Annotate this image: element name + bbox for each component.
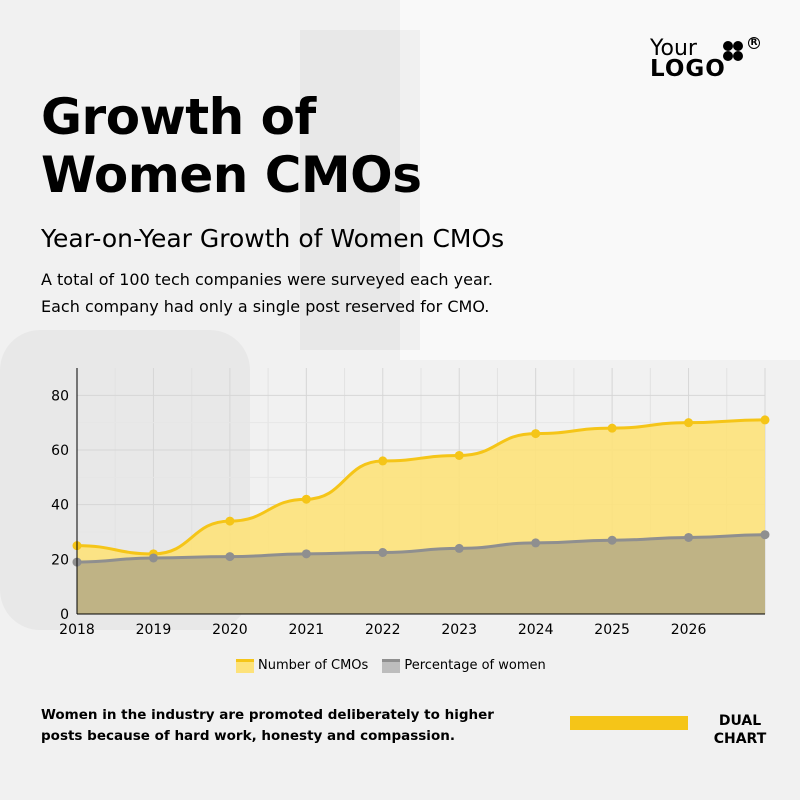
y-tick-label: 0 (60, 607, 69, 623)
data-point-percentage (301, 549, 311, 559)
description-line1: A total of 100 tech companies were surve… (41, 270, 493, 289)
x-tick-label: 2023 (441, 622, 477, 638)
logo: Your LOGO R (650, 36, 760, 82)
footer-accent-bar (570, 716, 688, 730)
description-line2: Each company had only a single post rese… (41, 297, 490, 316)
logo-line1: Your (650, 36, 697, 61)
chart-legend: Number of CMOs Percentage of women (236, 658, 546, 673)
x-tick-label: 2026 (671, 622, 707, 638)
y-tick-label: 60 (51, 443, 69, 459)
data-point-cmos (684, 418, 694, 428)
data-point-cmos (301, 494, 311, 504)
data-point-percentage (607, 535, 617, 545)
data-point-percentage (684, 532, 694, 542)
legend-item-percentage[interactable]: Percentage of women (382, 658, 546, 673)
data-point-cmos (531, 429, 541, 439)
data-point-percentage (454, 543, 464, 553)
x-tick-label: 2022 (365, 622, 401, 638)
legend-swatch-percentage (382, 658, 401, 673)
page-title: Growth of Women CMOs (41, 88, 422, 204)
legend-swatch-cmos (236, 658, 254, 673)
series-line-cmos (76, 418, 766, 556)
data-point-cmos (378, 456, 388, 466)
legend-label-cmos: Number of CMOs (258, 658, 369, 673)
registered-mark: R (748, 37, 760, 49)
data-point-percentage (378, 548, 388, 557)
x-tick-label: 2024 (518, 622, 554, 638)
x-tick-label: 2018 (59, 622, 95, 638)
y-tick-label: 20 (51, 552, 69, 568)
title-line2: Women CMOs (41, 146, 422, 204)
data-point-percentage (531, 538, 541, 548)
data-point-cmos (454, 450, 464, 460)
footer-tag-line2: CHART (713, 731, 767, 747)
x-tick-label: 2021 (289, 622, 325, 638)
area-chart: 0 20 40 60 80 2018 2019 2020 2021 2022 2023 2024 202… (51, 368, 770, 638)
data-point-percentage (148, 553, 158, 563)
logo-mark-icon (723, 41, 743, 61)
data-point-cmos (225, 516, 235, 526)
y-tick-label: 80 (51, 388, 69, 404)
footer-tag: DUAL CHART (700, 712, 780, 748)
data-point-cmos (607, 423, 617, 433)
title-line1: Growth of (41, 88, 316, 146)
data-point-cmos (760, 415, 770, 425)
series-area-percentage (77, 534, 765, 614)
chart-description: A total of 100 tech companies were surve… (41, 266, 493, 320)
footer-tag-line1: DUAL (718, 713, 762, 729)
background-panel (400, 0, 800, 360)
x-tick-label: 2025 (594, 622, 630, 638)
y-tick-label: 40 (51, 498, 69, 514)
footer-note: Women in the industry are promoted delib… (41, 707, 494, 744)
x-tick-label: 2019 (136, 622, 172, 638)
logo-line2: LOGO (650, 56, 726, 82)
chart-subtitle: Year-on-Year Growth of Women CMOs (41, 224, 505, 253)
series-line-percentage (76, 533, 766, 564)
data-point-percentage (225, 552, 235, 562)
legend-item-cmos[interactable]: Number of CMOs (236, 658, 368, 673)
data-point-percentage (760, 530, 770, 540)
legend-label-percentage: Percentage of women (404, 658, 546, 673)
x-tick-label: 2020 (212, 622, 248, 638)
